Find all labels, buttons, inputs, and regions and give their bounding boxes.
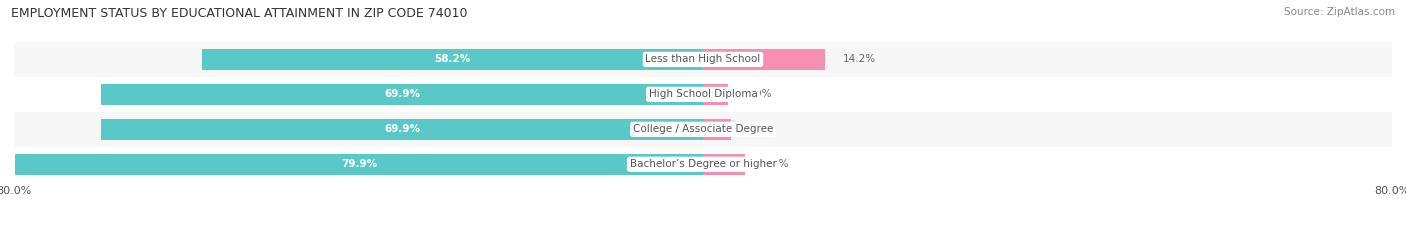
Text: College / Associate Degree: College / Associate Degree: [633, 124, 773, 134]
Bar: [703, 154, 745, 175]
Text: 69.9%: 69.9%: [384, 124, 420, 134]
Bar: [14, 42, 1392, 77]
Bar: [14, 112, 1392, 147]
Bar: [703, 49, 825, 70]
Text: Less than High School: Less than High School: [645, 55, 761, 64]
Text: 4.9%: 4.9%: [762, 159, 789, 169]
Text: 58.2%: 58.2%: [434, 55, 471, 64]
Text: 79.9%: 79.9%: [340, 159, 377, 169]
Bar: [703, 84, 728, 105]
Bar: [703, 119, 731, 140]
Bar: [15, 154, 703, 175]
Text: Bachelor’s Degree or higher: Bachelor’s Degree or higher: [630, 159, 776, 169]
Text: 69.9%: 69.9%: [384, 89, 420, 99]
Text: 3.2%: 3.2%: [748, 124, 775, 134]
Bar: [101, 84, 703, 105]
Text: 2.9%: 2.9%: [745, 89, 772, 99]
Bar: [14, 147, 1392, 182]
Bar: [202, 49, 703, 70]
Text: Source: ZipAtlas.com: Source: ZipAtlas.com: [1284, 7, 1395, 17]
Text: 14.2%: 14.2%: [842, 55, 876, 64]
Text: EMPLOYMENT STATUS BY EDUCATIONAL ATTAINMENT IN ZIP CODE 74010: EMPLOYMENT STATUS BY EDUCATIONAL ATTAINM…: [11, 7, 468, 20]
Bar: [14, 77, 1392, 112]
Text: High School Diploma: High School Diploma: [648, 89, 758, 99]
Bar: [101, 119, 703, 140]
